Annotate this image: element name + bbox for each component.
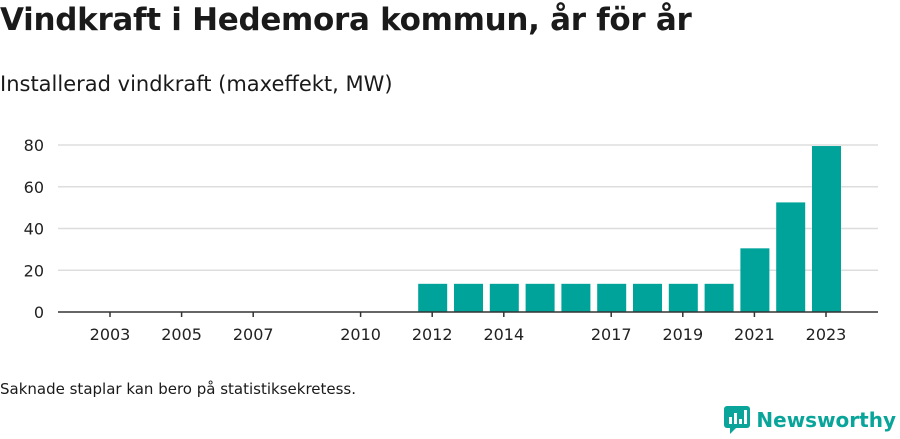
y-tick-label-40: 40: [24, 220, 44, 239]
chart-subtitle: Installerad vindkraft (maxeffekt, MW): [0, 72, 393, 96]
bar-2015: [525, 283, 555, 312]
x-tick-label-2023: 2023: [806, 325, 847, 344]
footnote: Saknade staplar kan bero på statistiksek…: [0, 380, 357, 398]
bar-chart: 0 20 40 60 80 2003 2005 2007 2010 2012 2014 2017 201…: [24, 136, 878, 344]
y-tick-label-20: 20: [24, 261, 44, 280]
bar-2016: [561, 283, 591, 312]
x-tick-label-2014: 2014: [483, 325, 524, 344]
y-tick-label-80: 80: [24, 136, 44, 155]
bar-2017: [597, 283, 627, 312]
bar-2012: [418, 283, 448, 312]
chart-title: Vindkraft i Hedemora kommun, år för år: [0, 2, 692, 38]
x-tick-label-2005: 2005: [161, 325, 202, 344]
x-tick-label-2017: 2017: [591, 325, 632, 344]
x-tick-label-2021: 2021: [734, 325, 775, 344]
brand-name: Newsworthy: [756, 408, 896, 432]
bar-2022: [776, 202, 806, 312]
bar-2018: [633, 283, 662, 312]
newsworthy-logo-icon: [724, 406, 751, 434]
x-tick-label-2003: 2003: [90, 325, 131, 344]
x-tick-label-2010: 2010: [340, 325, 381, 344]
bar-2013: [454, 283, 483, 312]
bar-2021: [740, 248, 770, 312]
y-tick-label-0: 0: [34, 303, 44, 322]
x-tick-label-2007: 2007: [233, 325, 274, 344]
bar-2019: [668, 283, 698, 312]
x-tick-label-2012: 2012: [412, 325, 453, 344]
bar-2023: [812, 146, 841, 312]
bar-2014: [489, 283, 519, 312]
x-tick-label-2019: 2019: [662, 325, 703, 344]
bar-2020: [704, 283, 734, 312]
newsworthy-logo: Newsworthy: [724, 406, 896, 434]
y-tick-label-60: 60: [24, 178, 44, 197]
